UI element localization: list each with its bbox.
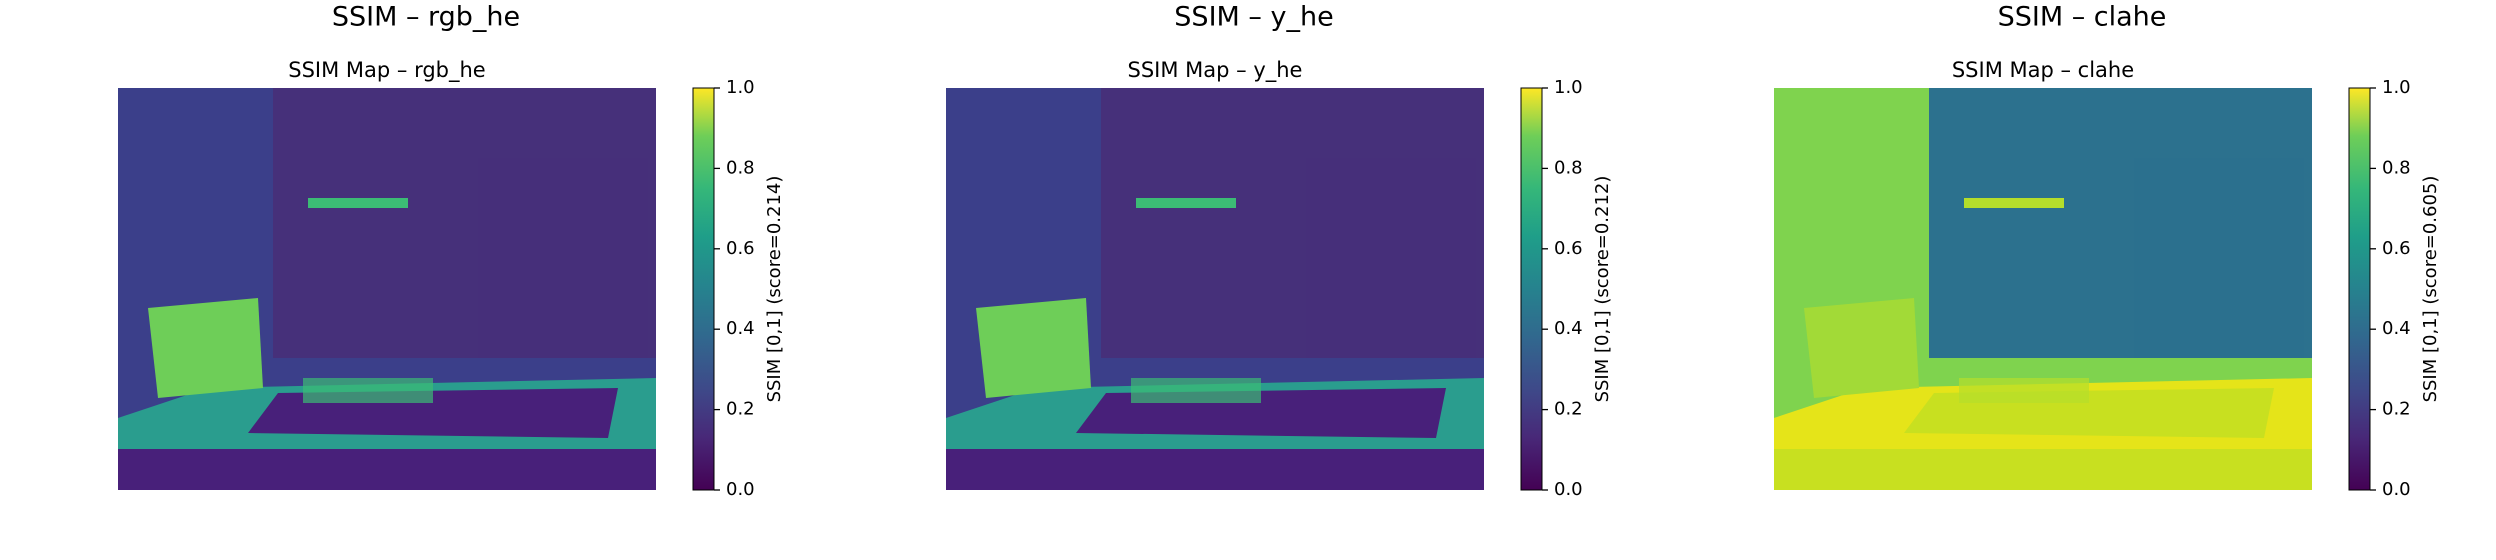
figure-title: SSIM – y_he: [1174, 2, 1333, 33]
image-monitor: [1306, 158, 1476, 358]
colorbar-tick-label: 0.4: [1554, 318, 1583, 339]
colorbar-tick-label: 0.4: [726, 318, 755, 339]
image-floor: [946, 448, 1484, 490]
figure-title: SSIM – clahe: [1998, 2, 2167, 33]
colorbar-tick-label: 0.2: [726, 399, 755, 420]
image-laptop: [1804, 298, 1919, 398]
colorbar-label: SSIM [0,1] (score=0.212): [1592, 176, 1613, 403]
image-floor-line: [1774, 443, 2312, 449]
image-monitor: [2134, 158, 2304, 358]
panel-title: SSIM Map – y_he: [1128, 58, 1303, 83]
image-lamp: [1136, 198, 1236, 208]
colorbar-tick-label: 1.0: [726, 77, 755, 98]
figure-title: SSIM – rgb_he: [332, 2, 520, 33]
image-lamp: [308, 198, 408, 208]
colorbar-tick-label: 0.6: [2382, 238, 2411, 259]
colorbar-tick-label: 1.0: [2382, 77, 2411, 98]
colorbar-tick-label: 1.0: [1554, 77, 1583, 98]
colorbar-tick-label: 0.4: [2382, 318, 2411, 339]
image-floor: [1774, 448, 2312, 490]
colorbar: [692, 87, 715, 491]
colorbar-tick-label: 0.6: [726, 238, 755, 259]
ssim-map-image: [1774, 88, 2312, 490]
image-keyboard: [1131, 378, 1261, 403]
colorbar-tick-label: 0.6: [1554, 238, 1583, 259]
image-laptop: [148, 298, 263, 398]
colorbar-tick-label: 0.2: [1554, 399, 1583, 420]
image-keyboard: [1959, 378, 2089, 403]
panel-title: SSIM Map – clahe: [1952, 58, 2134, 82]
image-monitor: [478, 158, 648, 358]
colorbar: [2348, 87, 2371, 491]
colorbar-tick-label: 0.8: [2382, 157, 2411, 178]
colorbar-tick-label: 0.8: [1554, 157, 1583, 178]
image-keyboard: [303, 378, 433, 403]
colorbar-label: SSIM [0,1] (score=0.605): [2420, 176, 2441, 403]
colorbar: [1520, 87, 1543, 491]
image-floor-line: [118, 443, 656, 449]
colorbar-tick-label: 0.2: [2382, 399, 2411, 420]
ssim-map-image: [118, 88, 656, 490]
image-floor: [118, 448, 656, 490]
colorbar-tick-label: 0.8: [726, 157, 755, 178]
colorbar-label: SSIM [0,1] (score=0.214): [764, 176, 785, 403]
image-floor-line: [946, 443, 1484, 449]
panel-title: SSIM Map – rgb_he: [288, 58, 485, 83]
colorbar-tick-label: 0.0: [726, 479, 755, 500]
colorbar-tick-label: 0.0: [2382, 479, 2411, 500]
image-laptop: [976, 298, 1091, 398]
colorbar-tick-label: 0.0: [1554, 479, 1583, 500]
image-lamp: [1964, 198, 2064, 208]
ssim-map-image: [946, 88, 1484, 490]
